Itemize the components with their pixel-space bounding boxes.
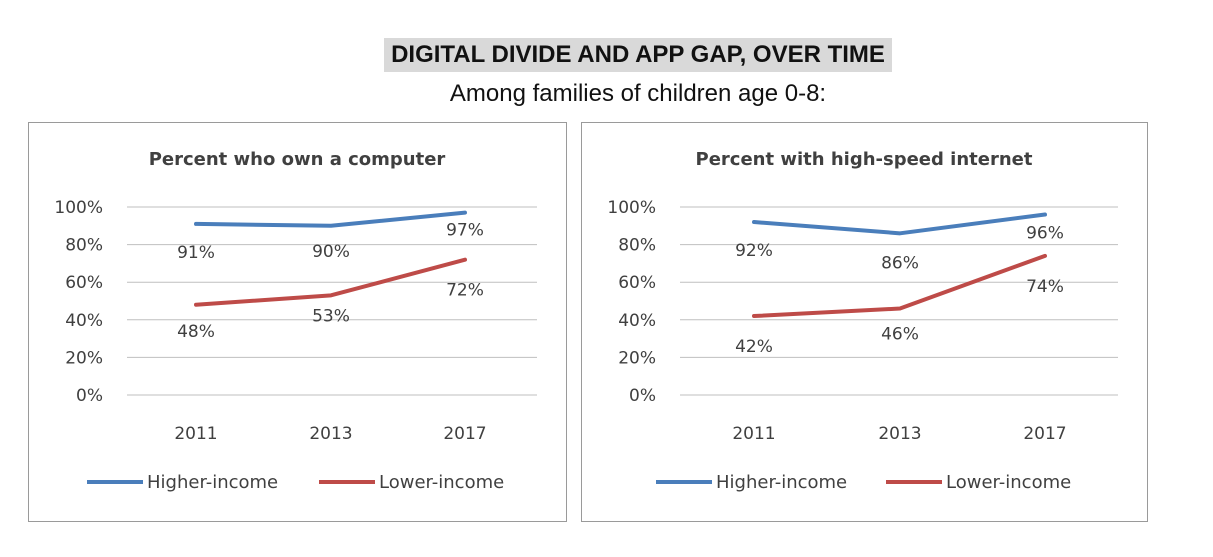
y-tick-label: 80%: [65, 236, 103, 256]
data-label: 92%: [735, 241, 773, 261]
data-label: 42%: [735, 337, 773, 357]
y-tick-label: 40%: [65, 311, 103, 331]
x-tick-label: 2011: [174, 424, 217, 444]
high-speed-internet-chart: Percent with high-speed internet 0% 20% 40%…: [607, 149, 1118, 493]
data-label: 91%: [177, 243, 215, 263]
legend-label-higher-income: Higher-income: [716, 472, 847, 493]
higher-income-line: [752, 212, 1047, 236]
x-tick-label: 2017: [1023, 424, 1066, 444]
x-tick-label: 2011: [732, 424, 775, 444]
data-label: 97%: [446, 221, 484, 241]
y-tick-label: 0%: [629, 386, 656, 406]
lower-income-line: [194, 257, 467, 307]
data-label: 96%: [1026, 224, 1064, 244]
data-label: 48%: [177, 322, 215, 342]
data-label: 53%: [312, 306, 350, 326]
y-tick-label: 60%: [65, 273, 103, 293]
y-tick-label: 80%: [618, 236, 656, 256]
y-tick-label: 20%: [618, 348, 656, 368]
legend-label-higher-income: Higher-income: [147, 472, 278, 493]
main-title: DIGITAL DIVIDE AND APP GAP, OVER TIME: [384, 38, 892, 72]
data-label: 90%: [312, 242, 350, 262]
data-label: 46%: [881, 325, 919, 345]
higher-income-line: [194, 210, 467, 228]
y-tick-label: 20%: [65, 348, 103, 368]
chart-panel-computer: Percent who own a computer 0% 20% 40% 60% 80%…: [28, 122, 567, 522]
chart-panel-internet: Percent with high-speed internet 0% 20% 40%…: [581, 122, 1148, 522]
chart-title: Percent who own a computer: [149, 149, 446, 170]
x-tick-label: 2013: [878, 424, 921, 444]
lower-income-line: [752, 253, 1047, 319]
data-label: 72%: [446, 281, 484, 301]
x-tick-label: 2017: [443, 424, 486, 444]
y-tick-label: 60%: [618, 273, 656, 293]
y-tick-label: 100%: [54, 198, 103, 218]
data-label: 86%: [881, 253, 919, 273]
y-tick-label: 40%: [618, 311, 656, 331]
y-tick-label: 0%: [76, 386, 103, 406]
x-tick-label: 2013: [309, 424, 352, 444]
legend-label-lower-income: Lower-income: [946, 472, 1071, 493]
legend-label-lower-income: Lower-income: [379, 472, 504, 493]
data-label: 74%: [1026, 277, 1064, 297]
computer-ownership-chart: Percent who own a computer 0% 20% 40% 60% 80%…: [54, 149, 537, 493]
chart-title: Percent with high-speed internet: [696, 149, 1033, 170]
y-tick-label: 100%: [607, 198, 656, 218]
subtitle: Among families of children age 0-8:: [449, 80, 827, 107]
